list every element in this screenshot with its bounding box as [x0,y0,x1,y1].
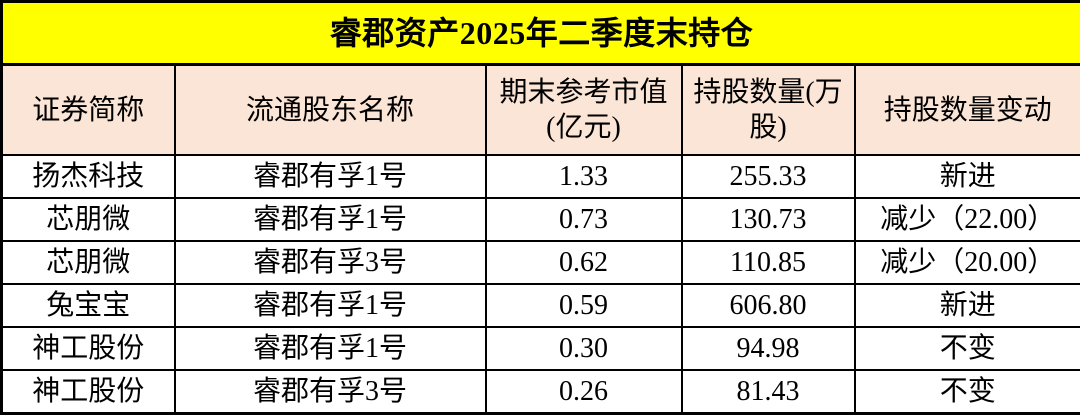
table-cell: 睿郡有孚3号 [175,241,486,284]
column-header-3: 期末参考市值(亿元) [486,65,682,156]
column-header-4: 持股数量(万股) [682,65,855,156]
table-cell: 81.43 [682,370,855,414]
table-cell: 睿郡有孚1号 [175,155,486,198]
table-cell: 新进 [855,284,1080,327]
table-cell: 减少（20.00） [855,241,1080,284]
header-row: 证券简称流通股东名称期末参考市值(亿元)持股数量(万股)持股数量变动 [2,65,1080,156]
table-cell: 0.62 [486,241,682,284]
table-cell: 芯朋微 [2,241,175,284]
column-header-2: 流通股东名称 [175,65,486,156]
table-title: 睿郡资产2025年二季度末持仓 [2,2,1080,65]
table-cell: 0.73 [486,198,682,241]
table-cell: 新进 [855,155,1080,198]
column-header-1: 证券简称 [2,65,175,156]
table-cell: 神工股份 [2,327,175,370]
table-cell: 0.26 [486,370,682,414]
table-cell: 0.30 [486,327,682,370]
table-cell: 0.59 [486,284,682,327]
table-cell: 睿郡有孚1号 [175,327,486,370]
table-cell: 扬杰科技 [2,155,175,198]
column-header-5: 持股数量变动 [855,65,1080,156]
table-cell: 芯朋微 [2,198,175,241]
table-cell: 130.73 [682,198,855,241]
table-cell: 睿郡有孚3号 [175,370,486,414]
table-cell: 255.33 [682,155,855,198]
table-cell: 兔宝宝 [2,284,175,327]
table-cell: 睿郡有孚1号 [175,198,486,241]
table-cell: 110.85 [682,241,855,284]
table-cell: 睿郡有孚1号 [175,284,486,327]
table-cell: 94.98 [682,327,855,370]
table-cell: 不变 [855,327,1080,370]
table-cell: 606.80 [682,284,855,327]
table-cell: 减少（22.00） [855,198,1080,241]
table-cell: 1.33 [486,155,682,198]
table-cell: 神工股份 [2,370,175,414]
title-row: 睿郡资产2025年二季度末持仓 [2,2,1080,65]
table-cell: 不变 [855,370,1080,414]
